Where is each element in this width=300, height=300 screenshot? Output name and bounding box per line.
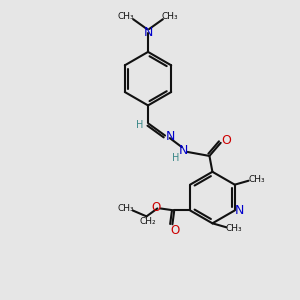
Text: CH₃: CH₃: [226, 224, 242, 233]
Text: CH₃: CH₃: [248, 175, 265, 184]
Text: N: N: [235, 204, 244, 217]
Text: N: N: [143, 26, 153, 39]
Text: O: O: [152, 201, 161, 214]
Text: CH₃: CH₃: [161, 12, 178, 21]
Text: O: O: [221, 134, 231, 147]
Text: CH₃: CH₃: [117, 204, 134, 213]
Text: CH₂: CH₂: [139, 217, 156, 226]
Text: H: H: [172, 153, 179, 163]
Text: N: N: [166, 130, 176, 142]
Text: H: H: [136, 120, 144, 130]
Text: N: N: [179, 143, 188, 157]
Text: CH₃: CH₃: [118, 12, 134, 21]
Text: O: O: [171, 224, 180, 237]
